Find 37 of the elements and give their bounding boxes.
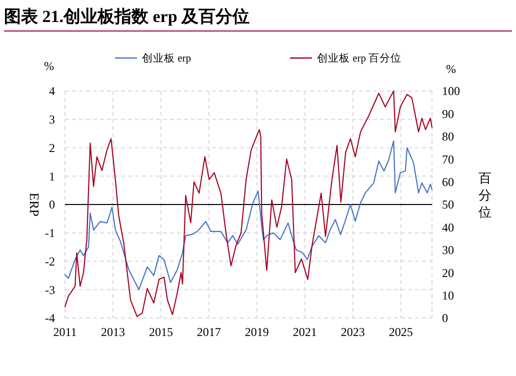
y2-tick-label: 20	[442, 266, 454, 280]
y2-tick-label: 0	[442, 311, 448, 326]
y-tick-label: 3	[49, 112, 55, 127]
x-tick-label: 2019	[244, 325, 269, 339]
x-tick-label: 2025	[388, 325, 413, 339]
text: %	[44, 59, 54, 73]
line-series	[64, 90, 433, 317]
y-tick-label: 0	[49, 198, 55, 212]
y-tick-label: 1	[49, 169, 55, 184]
legend-label: 创业板 erp	[142, 52, 192, 65]
y2-tick-label: 40	[442, 220, 454, 234]
y-axis-title: ERP	[27, 192, 42, 216]
y2-tick-label: 60	[442, 175, 454, 189]
y-tick-label: 4	[49, 84, 55, 98]
x-tick-label: 2021	[292, 325, 317, 339]
y2-axis-title: 百分位	[478, 170, 492, 220]
x-tick-label: 2015	[148, 325, 173, 339]
x-tick-label: 2017	[196, 325, 221, 339]
line-series	[64, 140, 433, 290]
x-tick-label: 2013	[100, 325, 125, 339]
y2-tick-label: 90	[442, 106, 454, 121]
y2-tick-label: 10	[442, 288, 454, 302]
x-tick-label: 2011	[53, 325, 77, 339]
y2-tick-label: 50	[442, 198, 454, 212]
y-tick-label: -2	[45, 254, 55, 268]
y2-tick-label: 100	[442, 84, 460, 98]
y2-tick-label: 80	[442, 130, 454, 144]
y-tick-label: -4	[45, 311, 55, 326]
chart-title: 图表 21.创业板指数 erp 及百分位	[4, 7, 250, 26]
x-tick-label: 2023	[340, 325, 365, 339]
y-tick-label: -3	[45, 282, 55, 297]
y2-tick-label: 30	[442, 243, 454, 258]
legend-label: 创业板 erp 百分位	[317, 52, 402, 65]
y-tick-label: 2	[49, 140, 55, 155]
text: %	[446, 62, 456, 76]
y2-tick-label: 70	[442, 152, 454, 166]
y-tick-label: -1	[45, 226, 55, 240]
